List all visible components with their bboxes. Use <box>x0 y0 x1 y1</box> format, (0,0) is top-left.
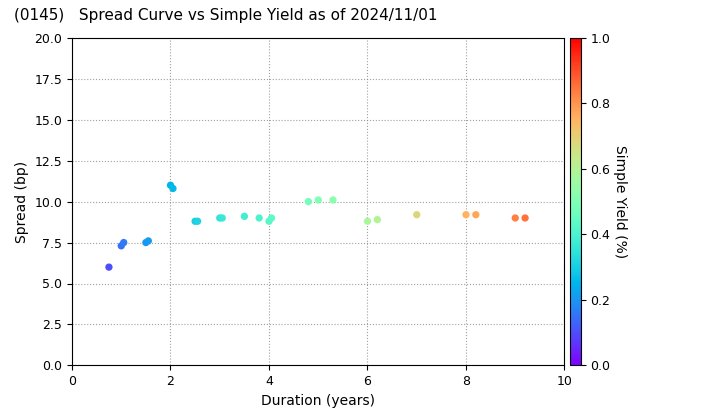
Point <box>312 197 324 203</box>
Point <box>143 238 154 244</box>
Point <box>140 239 152 246</box>
Point <box>217 215 228 221</box>
Point <box>302 198 314 205</box>
Point <box>328 197 339 203</box>
Point <box>266 215 277 221</box>
Point <box>470 211 482 218</box>
Point <box>510 215 521 221</box>
Point <box>460 211 472 218</box>
X-axis label: Duration (years): Duration (years) <box>261 394 375 408</box>
Point <box>411 211 423 218</box>
Point <box>118 239 130 246</box>
Point <box>253 215 265 221</box>
Point <box>192 218 203 225</box>
Point <box>372 216 383 223</box>
Point <box>167 185 179 192</box>
Point <box>264 218 275 225</box>
Y-axis label: Spread (bp): Spread (bp) <box>15 160 29 243</box>
Point <box>103 264 114 270</box>
Point <box>361 218 373 225</box>
Point <box>519 215 531 221</box>
Point <box>189 218 201 225</box>
Y-axis label: Simple Yield (%): Simple Yield (%) <box>613 145 627 258</box>
Text: (0145)   Spread Curve vs Simple Yield as of 2024/11/01: (0145) Spread Curve vs Simple Yield as o… <box>14 8 438 24</box>
Point <box>165 182 176 189</box>
Point <box>238 213 250 220</box>
Point <box>115 242 127 249</box>
Point <box>214 215 225 221</box>
